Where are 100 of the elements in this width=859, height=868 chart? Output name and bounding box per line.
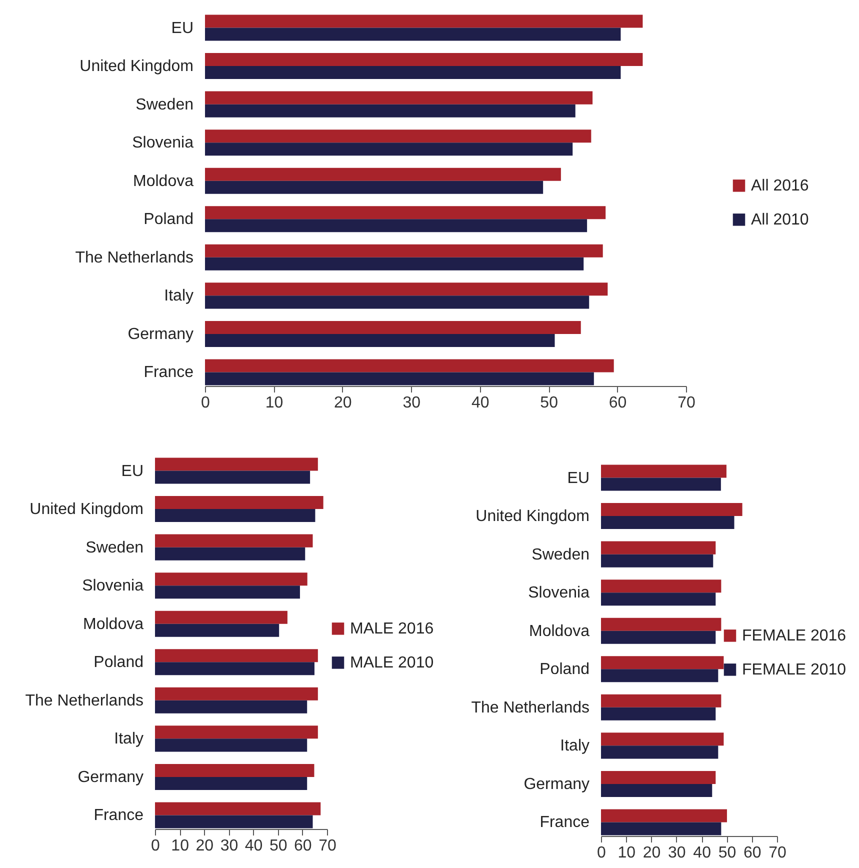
x-tick-label: 40 [244,838,263,854]
y-tick-label: United Kingdom [476,508,590,526]
y-tick-label: Poland [94,654,144,672]
y-tick-label: Moldova [83,616,144,633]
x-tick-label: 40 [693,844,712,862]
bar [205,180,544,194]
y-tick-label: Sweden [86,539,144,556]
x-tick-label: 60 [608,394,627,412]
y-tick-label: Poland [540,661,590,678]
bar [601,580,722,593]
bar [155,687,318,700]
x-tick-label: 0 [597,844,606,862]
bar [601,746,718,759]
bar [155,458,318,471]
bar [601,669,718,682]
bar [155,586,300,599]
x-tick-label: 10 [171,838,190,854]
bar [601,822,722,836]
y-tick-label: Poland [144,211,194,228]
y-tick-label: EU [121,462,144,480]
legend-label: FEMALE 2016 [742,628,846,645]
legend-label: FEMALE 2010 [742,662,846,679]
y-tick-label: The Netherlands [25,692,144,710]
x-tick-label: 60 [294,838,312,854]
bar [155,802,321,816]
bar [155,815,313,828]
legend-label: MALE 2016 [350,620,434,638]
bar [155,738,308,752]
y-tick-label: Moldova [529,622,590,640]
bar [205,91,593,104]
bar [155,662,314,676]
bar [205,142,573,156]
x-tick-label: 60 [743,844,762,862]
bar [205,104,576,118]
y-tick-label: Slovenia [132,134,194,152]
bar [601,516,734,530]
x-tick-label: 0 [151,838,160,854]
bar [155,509,316,522]
bar [205,206,606,220]
bar [155,776,308,790]
bar [601,630,716,644]
bar [601,784,712,797]
y-tick-label: Sweden [532,546,590,564]
bar [205,53,643,66]
bar [155,547,306,560]
y-tick-label: France [540,814,590,832]
bar [601,464,726,478]
x-tick-label: 20 [196,838,214,854]
bar [155,496,324,510]
bar [205,334,555,347]
bar [205,257,584,270]
legend-label: MALE 2010 [350,654,434,672]
y-tick-label: Italy [560,738,590,755]
bar [601,478,721,491]
y-tick-label: United Kingdom [80,58,194,76]
y-tick-label: EU [567,470,590,487]
x-tick-label: 20 [642,844,661,862]
x-tick-label: 40 [471,394,490,412]
bar [601,503,742,516]
bar [205,168,561,181]
y-tick-label: France [144,364,194,382]
bar [205,320,581,334]
y-tick-label: Germany [524,776,590,793]
bar [601,618,722,631]
bar [205,14,643,28]
y-tick-label: France [94,807,144,824]
bar [205,282,608,296]
y-tick-label: Sweden [136,96,194,114]
bar [205,372,594,386]
y-tick-label: United Kingdom [30,501,144,518]
y-tick-label: EU [171,20,194,37]
bar [601,809,727,822]
bar [601,541,716,554]
y-tick-label: Germany [128,326,194,343]
x-tick-label: 10 [265,394,284,412]
x-tick-label: 30 [668,844,686,862]
bar [205,219,588,232]
bar [205,130,592,143]
bar [155,624,280,637]
bar [205,244,603,258]
bar [205,296,590,309]
bar [205,66,621,80]
bar [155,470,310,484]
bar [601,770,716,784]
x-tick-label: 0 [201,394,210,412]
x-tick-label: 70 [678,394,696,412]
bar [155,572,308,586]
y-tick-label: Slovenia [528,584,590,602]
x-tick-label: 50 [269,838,288,854]
bar [601,656,724,670]
bar [601,732,724,746]
bar [205,359,614,372]
legend-label: All 2016 [751,178,809,195]
x-tick-label: 10 [618,844,636,862]
bar [155,764,314,777]
bar [155,534,313,548]
x-tick-label: 30 [402,394,421,412]
bar [601,554,714,568]
x-tick-label: 30 [220,838,238,854]
bar [155,649,318,662]
